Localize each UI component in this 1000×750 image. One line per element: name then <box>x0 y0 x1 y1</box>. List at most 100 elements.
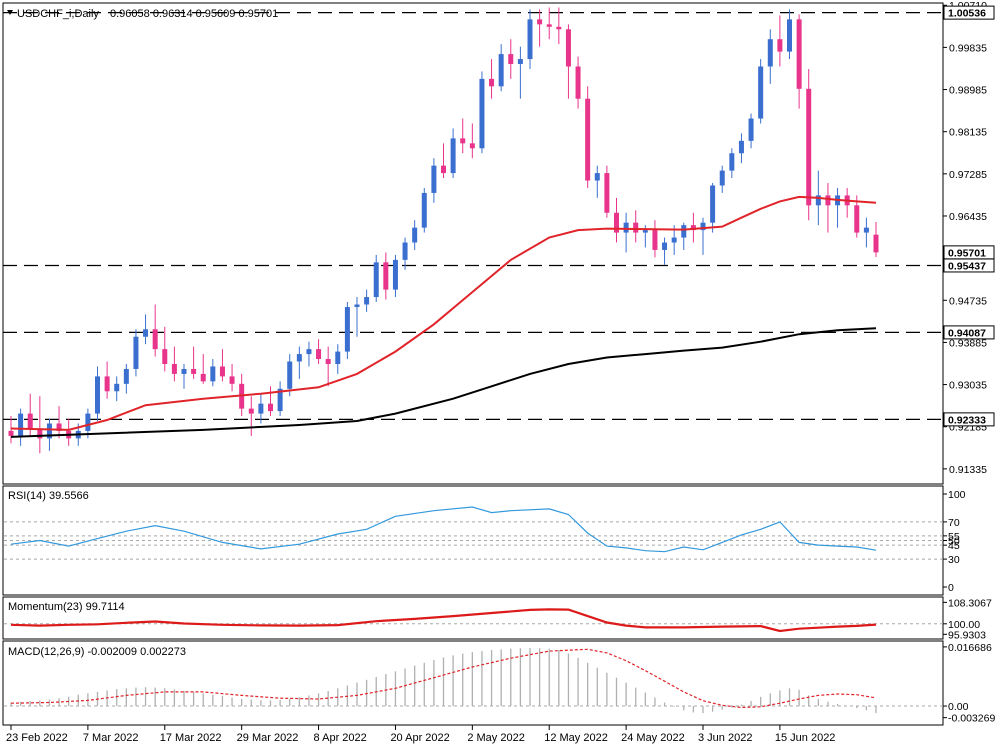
candle-body <box>729 153 735 171</box>
time-axis-label: 3 Jun 2022 <box>698 732 752 744</box>
ohlc-values: 0.96058 0.96314 0.95609 0.95701 <box>110 8 278 20</box>
rsi-axis-label: 0 <box>948 582 954 594</box>
price-axis-label: 0.91335 <box>949 464 987 476</box>
price-axis-label: 0.99835 <box>949 42 987 54</box>
price-tag-box <box>943 5 995 20</box>
candle-body <box>95 376 100 414</box>
price-header: USDCHF_i,Daily 0.96058 0.96314 0.95609 0… <box>7 8 278 20</box>
price-tag-box <box>943 325 995 340</box>
time-axis-label: 29 Mar 2022 <box>237 732 299 744</box>
time-axis-label: 12 May 2022 <box>544 732 608 744</box>
price-tag-label: 0.92333 <box>948 414 986 426</box>
momentum-line <box>10 608 877 633</box>
candle-body <box>114 383 120 392</box>
candle-body <box>652 230 658 250</box>
price-tag-label: 0.95437 <box>948 260 986 272</box>
candle-body <box>806 88 812 206</box>
candle-body <box>219 366 225 377</box>
candle-body <box>854 205 860 233</box>
candle-body <box>479 78 485 149</box>
candle-body <box>758 66 764 119</box>
candle-body <box>469 143 475 149</box>
candle-body <box>575 66 581 99</box>
candle-body <box>489 78 495 87</box>
momentum-label: Momentum(23) 99.7114 <box>8 601 125 613</box>
time-axis-label: 8 Apr 2022 <box>314 732 367 744</box>
symbol-title: USDCHF_i,Daily <box>17 8 99 20</box>
candle-body <box>565 29 571 67</box>
candle-body <box>364 297 370 305</box>
candle-body <box>873 234 879 253</box>
price-axis-label: 0.93035 <box>949 380 987 392</box>
rsi-axis-label: 30 <box>948 554 960 566</box>
macd-axis-label: 0.016686 <box>948 642 992 654</box>
candle-body <box>863 227 869 233</box>
candle-body <box>402 242 408 260</box>
time-axis-label: 24 May 2022 <box>621 732 685 744</box>
candle-body <box>8 430 14 436</box>
candle-body <box>123 368 129 384</box>
candle-body <box>143 329 149 337</box>
candle-body <box>690 225 696 231</box>
price-panel-frame <box>2 2 944 485</box>
macd-axis-label: -0.003269 <box>948 713 995 725</box>
moving-averages <box>10 195 877 438</box>
rsi-axis-label: 100 <box>948 489 966 501</box>
candle-body <box>710 185 716 223</box>
candle-body <box>719 170 725 186</box>
candle-body <box>344 306 350 352</box>
rsi-axis-label: 70 <box>948 517 960 529</box>
candle-body <box>248 408 254 414</box>
candle-body <box>287 361 293 389</box>
macd-axis-label: 0.00 <box>948 701 969 713</box>
candle-body <box>268 403 273 412</box>
candle-body <box>498 54 504 87</box>
candle-body <box>354 304 360 307</box>
candle-body <box>662 242 668 250</box>
price-tag-box <box>943 245 995 260</box>
candle-body <box>46 423 52 439</box>
dropdown-triangle-icon[interactable] <box>7 10 13 15</box>
candle-body <box>604 173 610 213</box>
slow-moving-average-line <box>10 327 877 438</box>
candle-body <box>210 366 216 382</box>
rsi-axis-label: 45 <box>948 540 960 552</box>
candle-body <box>623 222 629 233</box>
candle-body <box>392 259 398 290</box>
price-candles <box>8 7 879 454</box>
candle-body <box>18 413 24 436</box>
candle-body <box>815 195 821 206</box>
price-axis-label: 0.94735 <box>949 295 987 307</box>
candle-body <box>37 428 43 439</box>
candle-body <box>85 413 91 431</box>
rsi-axis-label: 55 <box>948 531 960 543</box>
macd-label: MACD(12,26,9) -0.002009 0.002273 <box>8 646 186 658</box>
price-axis: 0.913350.921850.930350.938850.947350.964… <box>943 0 995 476</box>
candle-body <box>441 165 446 174</box>
candle-body <box>277 388 283 412</box>
time-axis-label: 20 Apr 2022 <box>390 732 449 744</box>
candle-body <box>162 349 168 364</box>
candle-body <box>316 349 322 360</box>
candle-body <box>633 222 639 233</box>
candle-body <box>296 354 302 362</box>
candle-body <box>642 230 648 233</box>
candle-body <box>104 376 110 392</box>
candle-body <box>671 237 677 243</box>
candle-body <box>133 336 139 369</box>
candle-body <box>421 192 427 228</box>
candle-body <box>681 225 687 238</box>
candle-body <box>700 222 706 231</box>
candle-body <box>777 39 783 52</box>
candle-body <box>229 376 235 384</box>
candle-body <box>258 403 264 414</box>
macd-panel-frame <box>2 640 944 726</box>
macd-indicator: 0.016686 0.00-0.003269 <box>4 642 995 725</box>
time-axis-label: 17 Mar 2022 <box>160 732 222 744</box>
candle-body <box>517 59 523 64</box>
momentum-panel-frame <box>2 596 944 640</box>
